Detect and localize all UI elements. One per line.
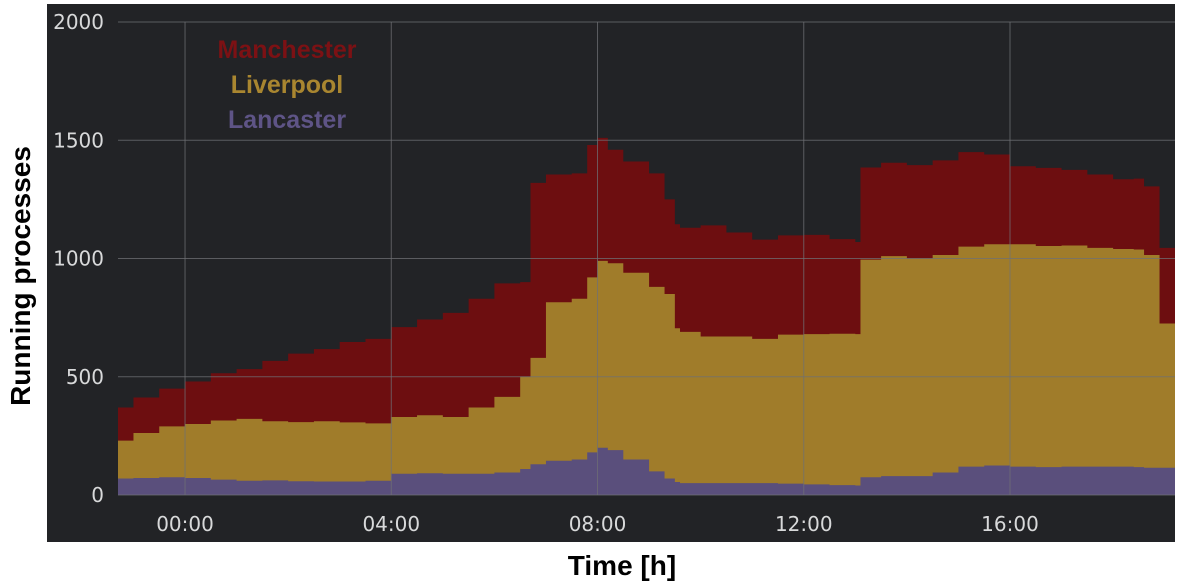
series-areas <box>118 137 1175 495</box>
legend-item-manchester: Manchester <box>218 36 357 64</box>
y-tick-labels: 0 500 1000 1500 2000 <box>53 10 104 507</box>
legend: Manchester Liverpool Lancaster <box>218 36 357 134</box>
y-tick-label: 2000 <box>53 10 104 34</box>
x-tick-label: 16:00 <box>981 512 1039 536</box>
area-lancaster <box>118 447 1175 495</box>
y-tick-label: 1000 <box>53 247 104 271</box>
y-tick-label: 0 <box>91 483 104 507</box>
y-tick-label: 500 <box>66 365 104 389</box>
x-tick-label: 08:00 <box>569 512 627 536</box>
grid-lines <box>118 21 1175 496</box>
y-axis-title: Running processes <box>5 146 36 406</box>
legend-item-lancaster: Lancaster <box>228 106 346 134</box>
area-liverpool <box>118 244 1175 495</box>
x-tick-label: 04:00 <box>362 512 420 536</box>
legend-item-liverpool: Liverpool <box>231 71 344 99</box>
x-tick-label: 00:00 <box>156 512 214 536</box>
x-axis-title: Time [h] <box>568 550 676 581</box>
x-tick-label: 12:00 <box>775 512 833 536</box>
y-tick-label: 1500 <box>53 128 104 152</box>
x-tick-labels: 00:00 04:00 08:00 12:00 16:00 <box>156 512 1039 536</box>
